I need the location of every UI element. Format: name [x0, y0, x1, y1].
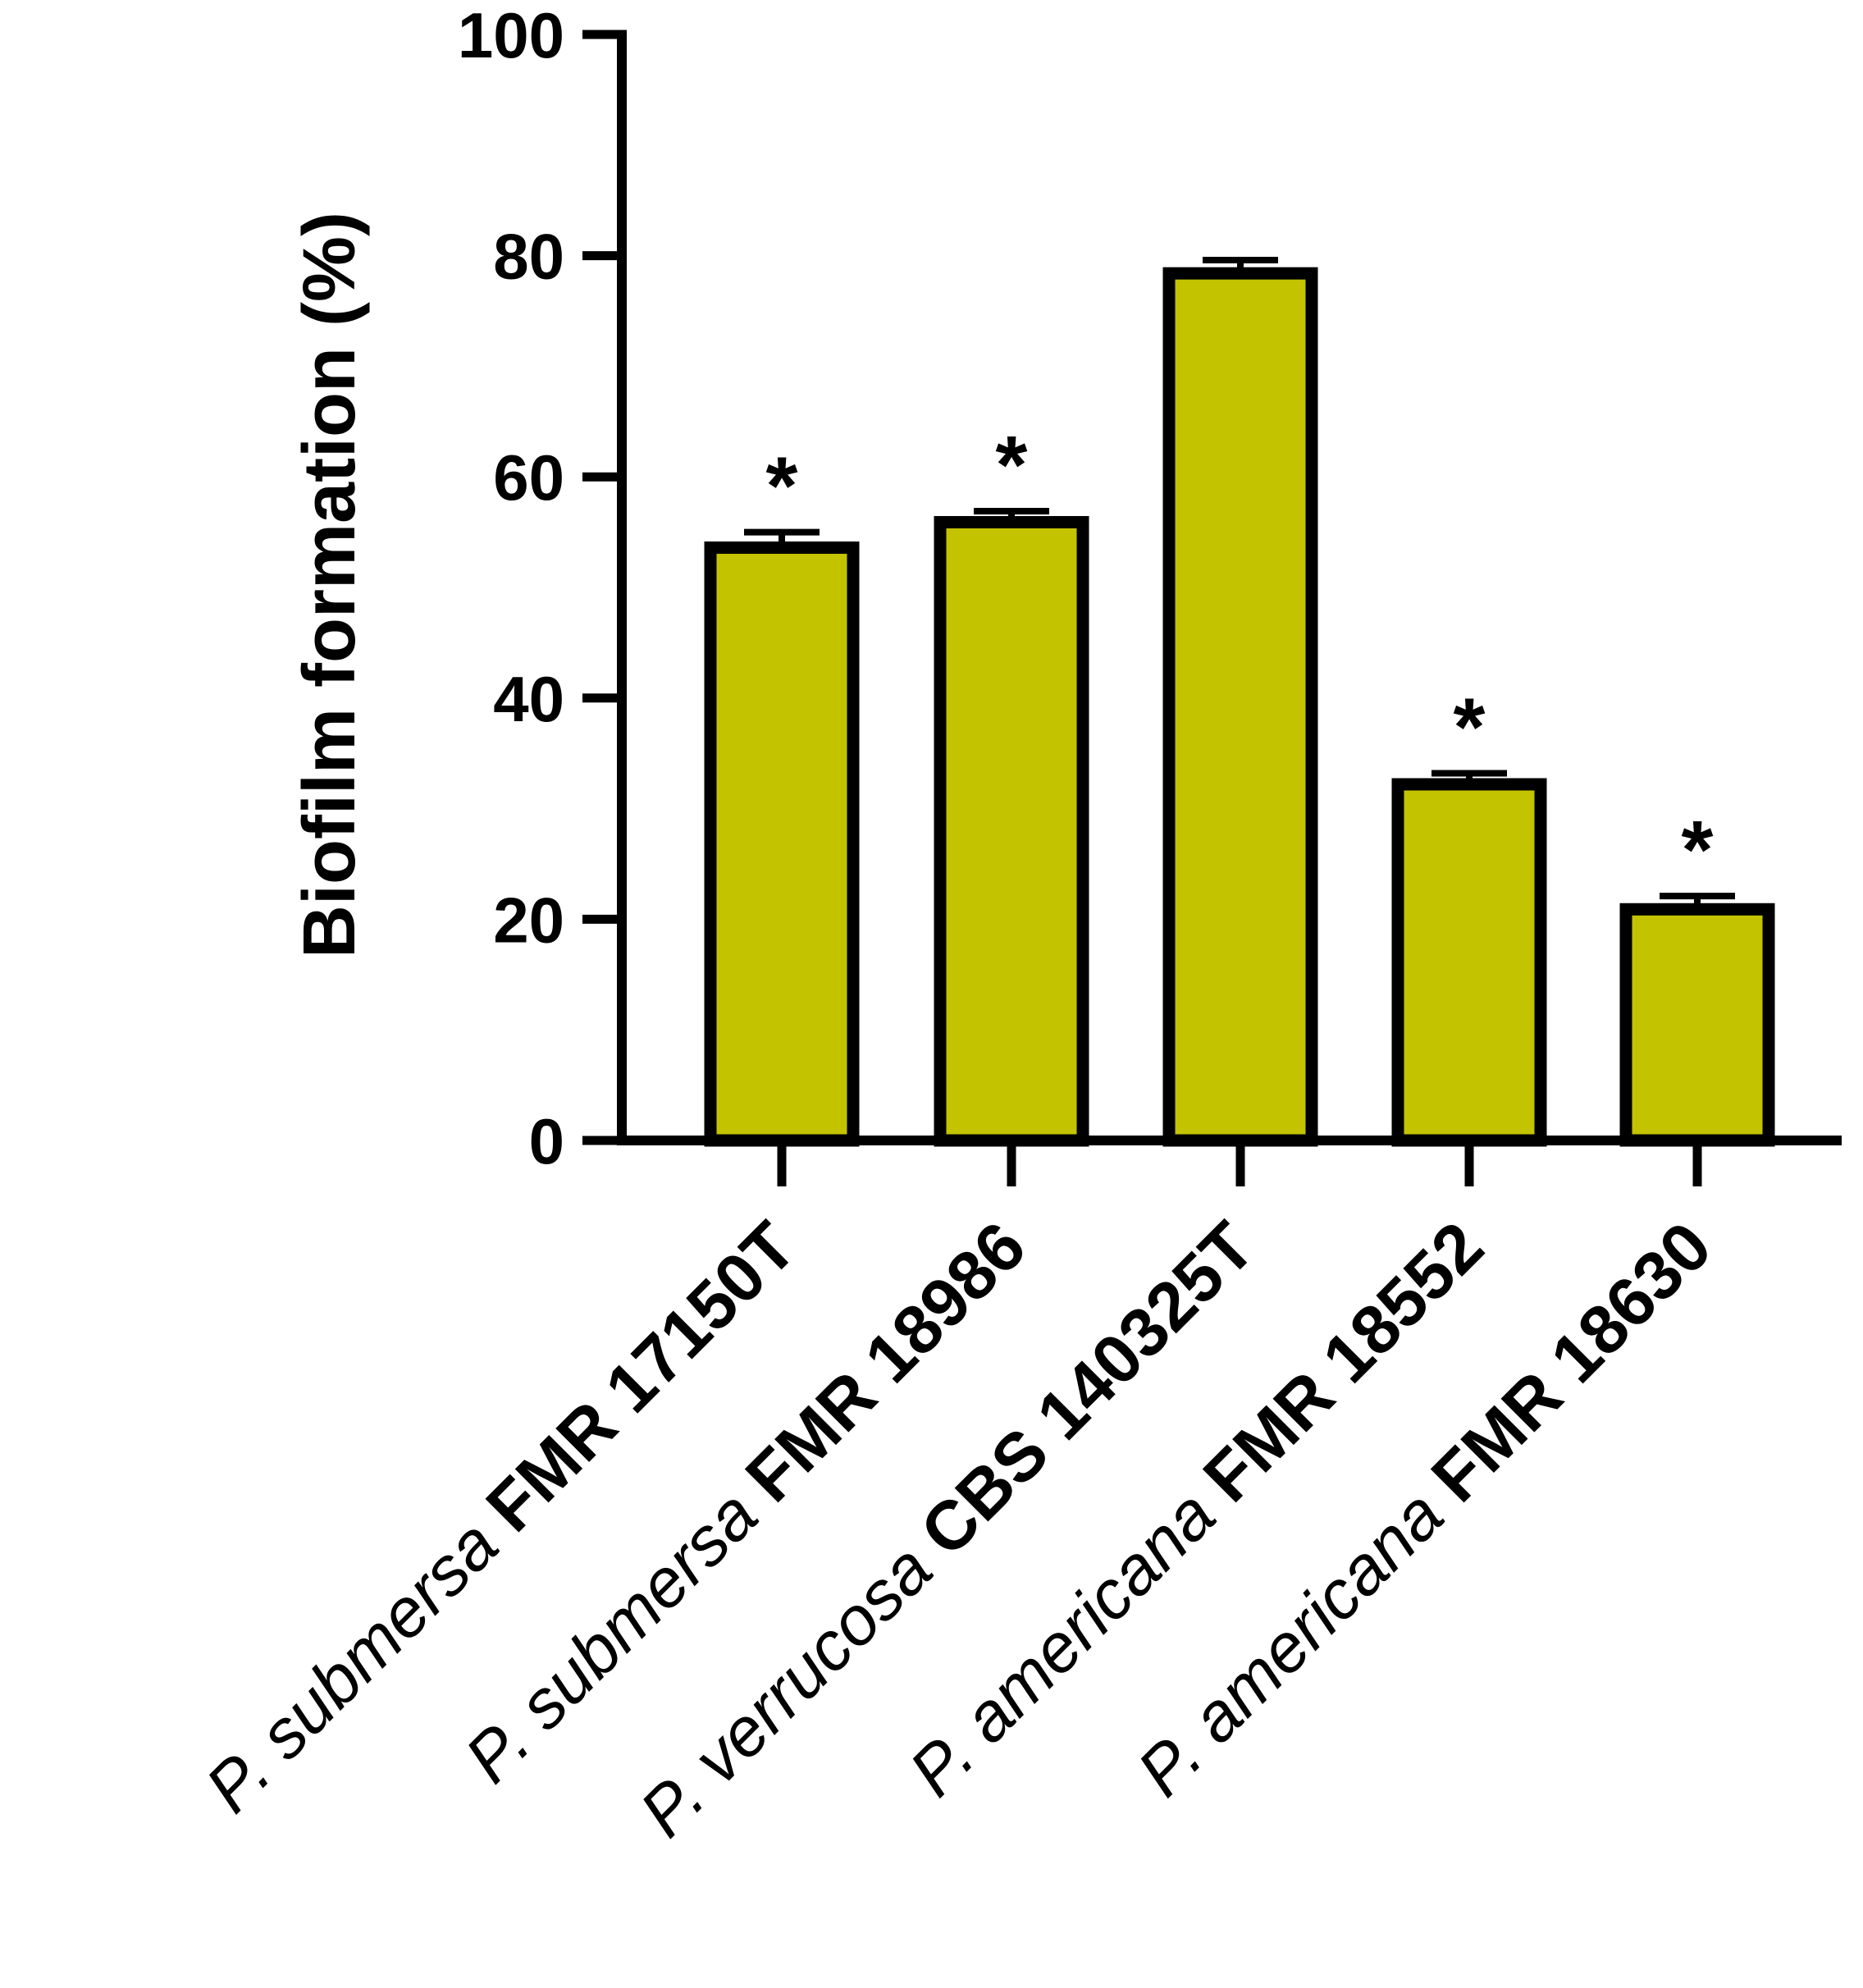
bars — [704, 267, 1775, 1147]
y-tick-label: 60 — [493, 441, 564, 514]
bar — [704, 541, 860, 1147]
significance-asterisk: * — [1454, 681, 1486, 773]
y-tick-label: 0 — [529, 1105, 564, 1177]
category-species: P. submersa — [190, 1492, 526, 1827]
bar — [934, 515, 1089, 1147]
y-axis-title: Biofilm formation (%) — [289, 212, 371, 958]
bar — [1619, 903, 1775, 1147]
y-tick-label: 40 — [493, 663, 564, 735]
y-tick-label: 20 — [493, 884, 564, 956]
x-axis — [617, 1136, 1842, 1186]
significance-asterisk: * — [996, 419, 1028, 511]
error-bars — [744, 256, 1735, 910]
significance-asterisk: * — [766, 441, 798, 532]
significance-marks: * * * * — [766, 419, 1714, 896]
y-tick-label: 80 — [493, 221, 564, 293]
bar — [1391, 778, 1547, 1147]
significance-asterisk: * — [1682, 804, 1714, 896]
bar — [1162, 267, 1318, 1147]
y-axis: 0 20 40 60 80 100 — [458, 0, 627, 1177]
y-tick-label: 100 — [458, 0, 564, 71]
